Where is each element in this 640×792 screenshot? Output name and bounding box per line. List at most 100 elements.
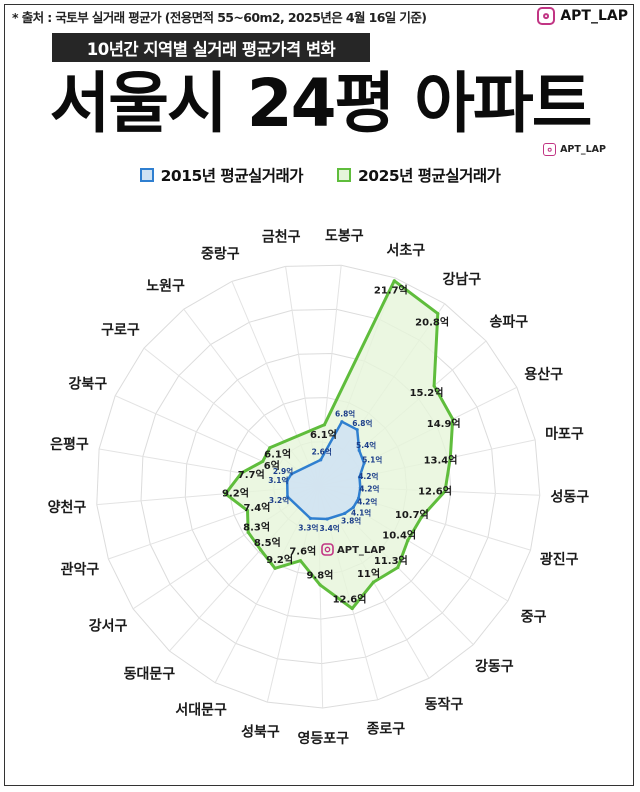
value-labels: 2.6억 6.8억6.8억 5.4억 5.1억 4.2억 4.2억 4.2억 4.1억3.8억… [222, 285, 461, 606]
series-2025-point [396, 565, 400, 570]
series-2025-point [419, 515, 423, 519]
value-label-2025: 13.4억 [424, 455, 458, 467]
series-2025-point [261, 459, 265, 463]
value-label-2025: 10.7억 [395, 509, 429, 521]
category-label: 동작구 [425, 696, 464, 713]
series-2025-point [322, 423, 326, 427]
subtitle-text: 10년간 지역별 실거래 평균가격 변화 [86, 39, 336, 59]
series-2025-point [318, 583, 322, 587]
value-label-2025: 9.2억 [266, 554, 293, 566]
brand-small[interactable]: APT_LAP [543, 143, 606, 156]
series-2025-point [245, 509, 250, 513]
series-2025-point [392, 279, 396, 283]
category-label: 은평구 [50, 436, 89, 453]
category-label: 도봉구 [325, 228, 364, 244]
value-label-2015: 6.8억 [352, 418, 372, 428]
chart-brand-text: APT_LAP [337, 545, 385, 556]
series-2015-point [308, 516, 312, 521]
series-2025-point [406, 538, 410, 543]
category-label: 용산구 [524, 366, 563, 383]
series-2025-point [246, 530, 250, 534]
category-label: 송파구 [489, 314, 528, 330]
series-2015-point [351, 505, 355, 509]
category-label: 마포구 [545, 427, 584, 443]
value-label-2025: 11.3억 [374, 555, 408, 567]
series-2015-point [340, 420, 344, 424]
value-label-2025: 7.4억 [243, 502, 270, 514]
category-label: 구로구 [101, 323, 140, 339]
series-2015-area [285, 420, 366, 521]
series-2025-point [239, 471, 243, 475]
value-label-2025: 12.6억 [333, 593, 367, 605]
series-2025-point [451, 417, 455, 421]
series-2015-point [325, 517, 329, 521]
value-label-2025: 8.3억 [243, 521, 270, 533]
category-label: 중구 [521, 610, 547, 626]
instagram-icon [537, 7, 556, 25]
value-label-2015: 4.2억 [358, 471, 378, 481]
value-label-2015: 6.8억 [335, 409, 355, 419]
value-label-2015: 3.8억 [341, 515, 361, 525]
series-2025-point [223, 492, 228, 496]
category-label: 광진구 [540, 551, 579, 568]
legend: 2015년 평균실거래가 2025년 평균실거래가 [0, 164, 640, 186]
chart-frame [4, 4, 634, 786]
value-label-2015: 4.2억 [359, 484, 379, 494]
chart-watermark: APT_LAP [321, 543, 385, 556]
grid-ring-4 [140, 308, 496, 665]
series-2015-point [357, 496, 361, 500]
value-label-2015: 2.6억 [312, 447, 332, 457]
brand-top[interactable]: APT_LAP [537, 6, 628, 26]
category-label: 금천구 [262, 230, 301, 246]
category-label: 양천구 [48, 500, 87, 516]
legend-item-2025: 2025년 평균실거래가 [337, 164, 501, 186]
category-label: 서초구 [386, 243, 425, 259]
series-2015-point [357, 475, 362, 479]
value-label-2015: 2.9억 [273, 466, 293, 476]
category-label: 종로구 [366, 722, 405, 738]
value-label-2015: 4.1억 [351, 508, 371, 518]
category-label: 동대문구 [124, 666, 176, 682]
value-label-2015: 3.1억 [268, 475, 288, 485]
legend-label-2015: 2015년 평균실거래가 [160, 167, 304, 185]
value-label-2025: 6.1억 [264, 449, 291, 461]
value-label-2015: 4.2억 [357, 496, 377, 506]
legend-swatch-2015 [139, 168, 154, 182]
series-2025-point [436, 312, 440, 316]
value-label-2025: 12.6억 [418, 485, 452, 497]
series-2015-point [285, 479, 289, 483]
brand-small-text: APT_LAP [560, 144, 606, 155]
series-2015-point [285, 495, 290, 499]
category-label: 성동구 [550, 490, 589, 506]
series-2025-point [259, 548, 263, 552]
instagram-icon-lens [324, 546, 331, 553]
series-2025-point [371, 580, 376, 584]
series-2015-point [319, 458, 323, 462]
series-2015-point [289, 472, 293, 476]
value-label-2025: 8.5억 [254, 537, 281, 549]
radar-series [223, 279, 455, 611]
chart-title: 서울시 24평 아파트 [49, 65, 593, 142]
category-label: 노원구 [146, 278, 185, 294]
value-label-2025: 10.4억 [382, 530, 416, 542]
value-label-2025: 9.8억 [306, 569, 333, 581]
instagram-icon [543, 143, 557, 156]
category-label: 강북구 [68, 376, 107, 393]
value-label-2015: 5.1억 [362, 455, 382, 465]
value-label-2025: 9.2억 [222, 487, 249, 499]
series-2025-point [273, 566, 277, 570]
value-label-2025: 7.6억 [289, 545, 316, 557]
value-label-2025: 20.8억 [415, 316, 449, 328]
value-label-2015: 3.4억 [320, 523, 340, 533]
series-2015-point [357, 448, 361, 452]
instagram-icon [321, 543, 334, 556]
value-label-2015: 3.3억 [298, 523, 318, 533]
category-label: 중랑구 [201, 247, 240, 263]
series-2025-point [350, 606, 354, 611]
brand-top-text: APT_LAP [560, 8, 628, 24]
category-label: 강서구 [89, 618, 128, 635]
value-label-2025: 7.7억 [238, 469, 265, 481]
category-label: 관악구 [61, 561, 100, 578]
value-label-2025: 11억 [357, 568, 380, 580]
